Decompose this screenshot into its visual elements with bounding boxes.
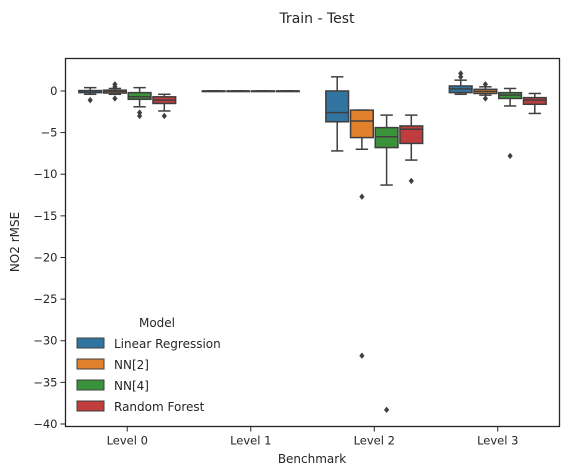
y-tick-label: −10 <box>33 167 57 181</box>
box <box>522 96 547 106</box>
y-tick-label: −25 <box>33 292 57 306</box>
outlier-point <box>507 152 513 160</box>
legend-label: NN[4] <box>114 379 149 393</box>
legend-label: NN[2] <box>114 358 149 372</box>
series-3 <box>152 90 547 185</box>
legend-swatch <box>76 337 105 349</box>
outlier-point <box>408 177 414 185</box>
outlier-point <box>137 112 143 120</box>
box <box>349 109 374 139</box>
legend-label: Linear Regression <box>114 337 221 351</box>
y-tick-label: 0 <box>50 84 57 98</box>
outlier-point <box>359 352 365 359</box>
x-tick-label: Level 0 <box>107 434 148 448</box>
chart-title: Train - Test <box>278 11 355 27</box>
y-tick-label: −30 <box>33 334 57 348</box>
series-1 <box>102 81 498 359</box>
box <box>325 90 350 123</box>
outlier-point <box>112 95 118 102</box>
box <box>127 91 152 101</box>
plot-frame <box>64 57 561 428</box>
outlier-point <box>384 406 390 414</box>
outlier-point <box>359 193 365 200</box>
outlier-point <box>458 73 464 81</box>
x-tick-label: Level 3 <box>477 434 518 448</box>
y-tick-label: −35 <box>33 375 57 389</box>
box-series <box>78 70 547 414</box>
outlier-point <box>161 112 167 120</box>
legend: Model Linear Regression NN[2] NN[4] Random … <box>76 316 221 414</box>
outlier-point <box>87 96 93 104</box>
y-tick-label: −40 <box>33 417 57 431</box>
box <box>374 126 399 149</box>
legend-swatch <box>76 358 105 370</box>
x-tick-label: Level 2 <box>354 434 395 448</box>
outlier-point <box>112 83 118 91</box>
series-0 <box>78 70 473 152</box>
outlier-point <box>482 95 488 102</box>
legend-label: Random Forest <box>114 400 205 414</box>
x-tick-label: Level 1 <box>230 434 271 448</box>
series-2 <box>127 86 523 414</box>
legend-swatch <box>76 379 105 391</box>
box <box>399 125 424 145</box>
outlier-point <box>458 70 464 77</box>
legend-swatch <box>76 400 105 412</box>
outlier-point <box>482 81 488 88</box>
y-axis-label: NO2 rMSE <box>8 212 22 272</box>
y-tick-label: −15 <box>33 209 57 223</box>
axis-ticks: 0 −5 −10 −15 −20 −25 −30 −35 −40 Level 0 Level 1 Le… <box>33 84 518 448</box>
x-axis-label: Benchmark <box>278 452 346 466</box>
y-tick-label: −5 <box>41 126 58 140</box>
y-tick-label: −20 <box>33 250 57 264</box>
outlier-point <box>137 109 143 116</box>
legend-title: Model <box>139 316 175 330</box>
